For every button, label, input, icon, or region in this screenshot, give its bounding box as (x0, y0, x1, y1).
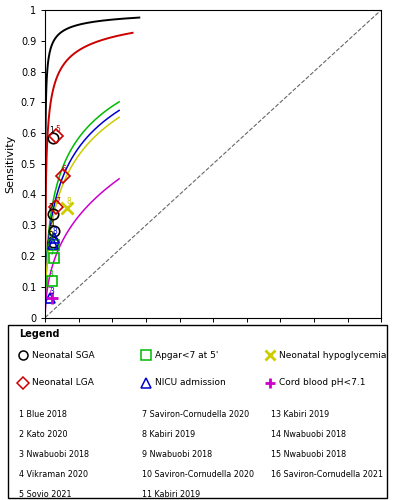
Text: 8: 8 (53, 228, 58, 236)
Text: 5 Sovio 2021: 5 Sovio 2021 (19, 490, 72, 498)
Text: 7: 7 (50, 248, 55, 256)
Text: 14 Nwabuobi 2018: 14 Nwabuobi 2018 (272, 430, 347, 439)
Text: Legend: Legend (19, 330, 60, 340)
Text: 13 Kabiri 2019: 13 Kabiri 2019 (272, 410, 330, 420)
Text: Neonatal hypoglycemia: Neonatal hypoglycemia (279, 350, 386, 360)
Text: 1: 1 (49, 126, 53, 135)
Text: Neonatal SGA: Neonatal SGA (32, 350, 95, 360)
Y-axis label: Sensitivity: Sensitivity (5, 134, 15, 193)
Text: 8: 8 (66, 197, 71, 206)
Text: 7 Saviron-Cornudella 2020: 7 Saviron-Cornudella 2020 (143, 410, 250, 420)
X-axis label: Specificity: Specificity (184, 342, 242, 352)
Text: 11 Kabiri 2019: 11 Kabiri 2019 (143, 490, 201, 498)
Text: 6: 6 (62, 165, 67, 174)
Text: 3: 3 (49, 230, 53, 239)
Text: 3: 3 (48, 270, 53, 280)
Text: 1 Blue 2018: 1 Blue 2018 (19, 410, 67, 420)
Text: Apgar<7 at 5': Apgar<7 at 5' (155, 350, 219, 360)
Text: 16 Saviron-Cornudella 2021: 16 Saviron-Cornudella 2021 (272, 470, 384, 479)
Text: 4 Vikraman 2020: 4 Vikraman 2020 (19, 470, 88, 479)
Text: 7: 7 (48, 286, 53, 296)
FancyBboxPatch shape (8, 325, 387, 498)
Text: 7: 7 (55, 196, 60, 205)
Text: 10 Saviron-Cornudella 2020: 10 Saviron-Cornudella 2020 (143, 470, 255, 479)
Text: NICU admission: NICU admission (155, 378, 226, 388)
Text: 4: 4 (50, 220, 55, 229)
Text: Cord blood pH<7.1: Cord blood pH<7.1 (279, 378, 365, 388)
Text: 15 Nwabuobi 2018: 15 Nwabuobi 2018 (272, 450, 347, 459)
Text: 2: 2 (49, 203, 53, 212)
Text: 2 Kato 2020: 2 Kato 2020 (19, 430, 68, 439)
Text: 3: 3 (50, 288, 55, 296)
Text: 9 Nwabuobi 2018: 9 Nwabuobi 2018 (143, 450, 213, 459)
Text: Neonatal LGA: Neonatal LGA (32, 378, 94, 388)
Text: 8 Kabiri 2019: 8 Kabiri 2019 (143, 430, 196, 439)
Text: 8: 8 (50, 234, 55, 244)
Text: 3 Nwabuobi 2018: 3 Nwabuobi 2018 (19, 450, 89, 459)
Text: 5: 5 (55, 125, 60, 134)
Text: 8: 8 (52, 233, 57, 242)
